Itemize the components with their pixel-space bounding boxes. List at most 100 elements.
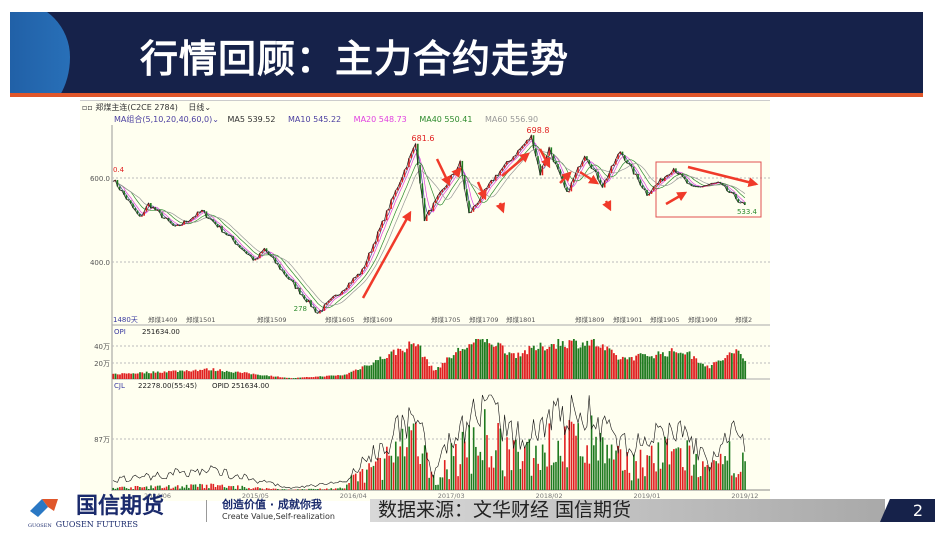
candle xyxy=(425,214,428,222)
volume-bar xyxy=(635,461,637,490)
volume-bar xyxy=(517,451,519,490)
candle xyxy=(216,224,219,228)
volume-bar xyxy=(159,485,161,490)
opi-bar xyxy=(510,353,513,379)
opi-bar xyxy=(361,366,364,379)
opi-bar xyxy=(368,365,371,379)
candle xyxy=(145,206,148,212)
opi-bar xyxy=(234,371,237,379)
volume-bar xyxy=(566,467,568,490)
volume-bar xyxy=(386,446,388,490)
opi-bar xyxy=(608,348,611,379)
opi-bar xyxy=(152,371,155,379)
candle xyxy=(187,221,190,223)
volume-bar xyxy=(134,485,137,490)
candle xyxy=(732,192,735,195)
slide-title: 行情回顾：主力合约走势 xyxy=(140,37,570,81)
volume-bar xyxy=(524,446,526,490)
volume-bar xyxy=(370,467,373,490)
opi-bar xyxy=(230,372,233,379)
x-date-label: 2018/02 xyxy=(536,492,563,500)
volume-bar xyxy=(377,457,379,490)
opi-bar xyxy=(237,371,239,379)
candle xyxy=(132,203,134,208)
opi-bar xyxy=(626,359,629,379)
candle xyxy=(147,203,150,207)
volume-bar xyxy=(352,474,355,490)
candle xyxy=(721,183,724,186)
volume-bar xyxy=(728,441,731,490)
candle xyxy=(276,263,279,265)
candle xyxy=(381,221,384,228)
opi-bar xyxy=(657,351,660,379)
candle xyxy=(163,217,165,219)
volume-bar xyxy=(176,485,179,490)
opi-bar xyxy=(319,376,322,379)
candle xyxy=(501,168,504,171)
volume-bar xyxy=(613,459,615,490)
volume-bar xyxy=(399,446,402,490)
volume-bar xyxy=(679,448,682,490)
opi-bar xyxy=(163,371,166,379)
period-selector[interactable]: 日线⌄ xyxy=(188,103,212,112)
volume-bar xyxy=(737,474,740,490)
volume-bar xyxy=(695,453,697,490)
candle xyxy=(672,168,675,173)
opi-bar xyxy=(448,357,451,379)
volume-bar xyxy=(501,470,504,490)
ma10-line xyxy=(112,137,746,313)
volume-bar xyxy=(230,486,232,490)
candle xyxy=(348,282,350,289)
candle xyxy=(243,249,246,252)
candle xyxy=(118,186,121,191)
volume-bar xyxy=(163,487,166,490)
volume-bar xyxy=(123,486,126,490)
volume-bar xyxy=(156,485,159,490)
volume-bar xyxy=(423,445,426,490)
candle xyxy=(637,173,639,180)
volume-bar xyxy=(717,463,720,490)
volume-bar xyxy=(161,488,163,490)
candle xyxy=(192,217,194,220)
candle xyxy=(372,244,375,252)
opi-bar xyxy=(372,362,375,379)
volume-bar xyxy=(708,466,711,490)
candle xyxy=(154,207,157,211)
volume-bar xyxy=(319,488,321,490)
candle xyxy=(330,298,332,301)
opi-bar xyxy=(508,352,511,379)
volume-bar xyxy=(165,486,168,490)
ma-legend: MA组合(5,10,20,40,60,0)⌄ MA5 539.52 MA10 5… xyxy=(114,115,538,125)
volume-bar xyxy=(608,458,611,490)
opi-bar xyxy=(670,348,673,379)
volume-bar xyxy=(644,476,646,490)
candle xyxy=(419,164,421,184)
opi-bar xyxy=(143,373,146,379)
volume-bar xyxy=(550,465,553,490)
x-contract-label: 郑煤1809 xyxy=(575,315,605,324)
volume-bar xyxy=(214,486,217,490)
opi-bar xyxy=(190,371,193,379)
opid-value: OPID 251634.00 xyxy=(212,382,269,390)
volume-bar xyxy=(326,488,328,490)
candle xyxy=(499,170,501,176)
opi-bar xyxy=(443,362,446,379)
volume-bar xyxy=(210,483,212,490)
opi-bar xyxy=(225,370,228,379)
opi-bar xyxy=(517,352,520,379)
volume-bar xyxy=(203,488,206,490)
candle xyxy=(530,135,533,140)
opi-bar xyxy=(205,368,208,379)
volume-bar xyxy=(223,487,226,490)
opi-bar xyxy=(637,353,640,379)
opi-bar xyxy=(350,371,353,379)
ma-group-selector[interactable]: MA组合(5,10,20,40,60,0)⌄ xyxy=(114,115,219,124)
opi-bar xyxy=(570,340,573,379)
opi-label: OPI xyxy=(114,328,126,336)
volume-bar xyxy=(232,486,235,490)
x-contract-label: 郑煤1605 xyxy=(325,315,355,324)
candle xyxy=(325,302,328,305)
volume-bar xyxy=(270,489,272,490)
candle xyxy=(554,161,557,164)
candle xyxy=(403,169,406,177)
